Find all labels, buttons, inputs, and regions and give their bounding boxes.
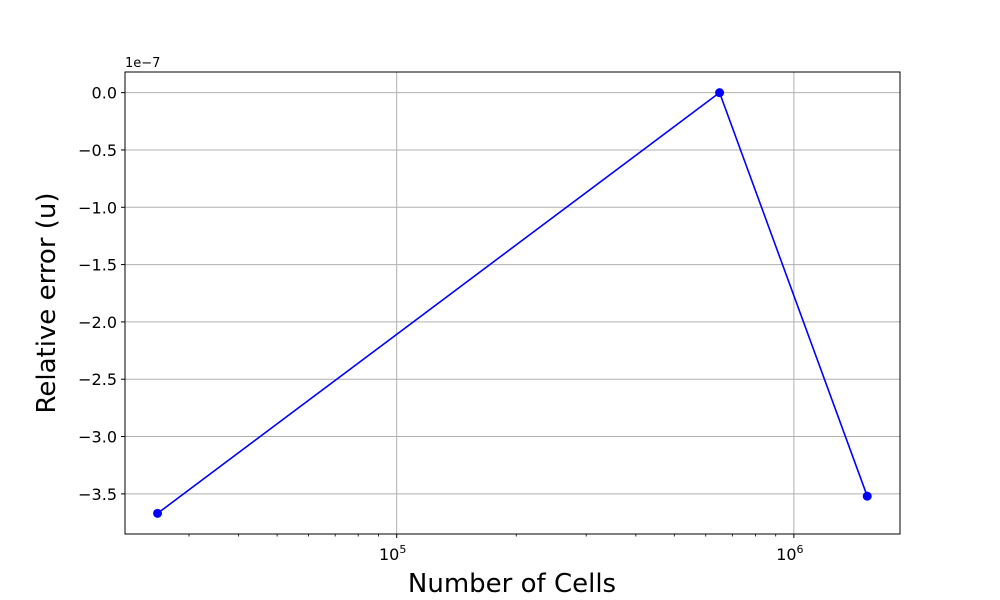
y-offset-label: 1e−7 bbox=[125, 56, 160, 71]
series-layer bbox=[153, 88, 872, 518]
y-tick-label: −1.5 bbox=[78, 256, 117, 275]
x-tick-exponent: 6 bbox=[797, 543, 804, 556]
plot-frame bbox=[124, 71, 901, 535]
x-axis-label: Number of Cells bbox=[408, 569, 616, 599]
data-point bbox=[153, 508, 163, 518]
y-tick-label: 0.0 bbox=[92, 84, 117, 103]
y-tick-label: −2.0 bbox=[78, 313, 117, 332]
y-axis: 0.0 −0.5 −1.0 −1.5 −2.0 −2.5 −3.0 −3.5 bbox=[78, 84, 125, 504]
plot-background bbox=[125, 72, 900, 534]
y-tick-label: −3.0 bbox=[78, 428, 117, 447]
grid-lines bbox=[125, 72, 900, 534]
y-tick-label: −1.0 bbox=[78, 198, 117, 217]
y-tick-label: −2.5 bbox=[78, 370, 117, 389]
x-axis: 105 106 bbox=[188, 534, 804, 564]
y-tick-label: −0.5 bbox=[78, 141, 117, 160]
x-tick-label: 105 bbox=[379, 543, 406, 564]
y-axis-label: Relative error (u) bbox=[32, 192, 62, 413]
data-point bbox=[862, 491, 872, 501]
x-tick-exponent: 5 bbox=[399, 543, 406, 556]
x-tick-label: 106 bbox=[776, 543, 803, 564]
y-tick-label: −3.5 bbox=[78, 485, 117, 504]
data-point bbox=[715, 88, 725, 98]
